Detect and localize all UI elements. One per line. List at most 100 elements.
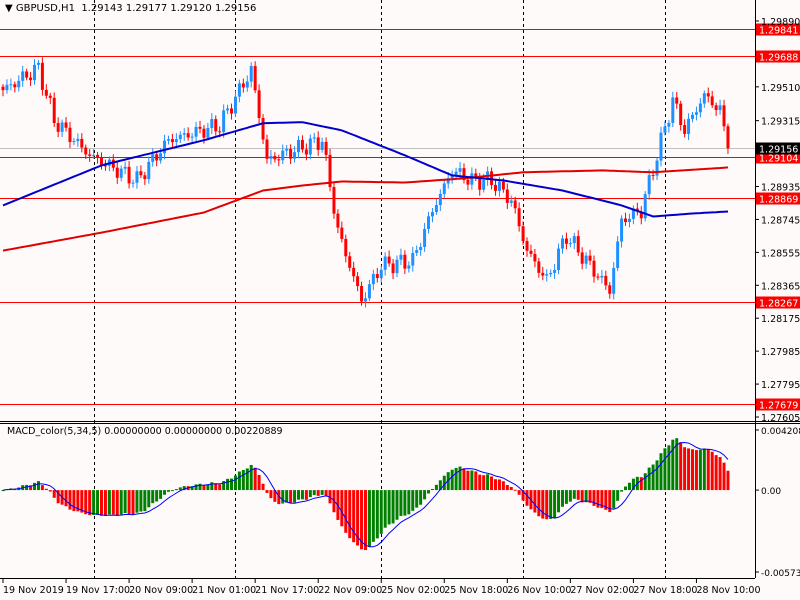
candle-bull [411, 252, 415, 266]
macd-histogram-bar [131, 490, 135, 516]
macd-histogram-bar [344, 490, 348, 533]
macd-histogram-bar [663, 448, 667, 491]
macd-histogram-bar [718, 457, 722, 491]
macd-histogram-bar [631, 478, 635, 491]
candle-bull [281, 150, 285, 161]
candle-bull [419, 246, 423, 251]
candle-bear [29, 77, 33, 81]
macd-label: MACD_color(5,34,5) [7, 426, 102, 437]
candle-bull [702, 93, 706, 104]
candle-bull [237, 83, 241, 97]
candle-bull [415, 250, 419, 253]
ohlc-high: 1.29177 [125, 3, 168, 14]
macd-histogram-bar [237, 471, 241, 491]
macd-histogram-bar [659, 453, 663, 491]
macd-histogram-bar [159, 490, 163, 499]
macd-value-1: 0.00000000 [104, 426, 162, 437]
level-price-label: 1.28869 [759, 195, 798, 206]
level-price-label: 1.28267 [759, 299, 798, 310]
candle-bull [423, 228, 427, 247]
candle-bear [403, 254, 407, 269]
candle-bull [647, 175, 651, 195]
macd-histogram-bar [245, 468, 249, 491]
macd-histogram-bar [178, 487, 182, 491]
macd-histogram-bar [462, 468, 466, 491]
macd-y-tick-label: -0.005735 [761, 569, 800, 579]
macd-histogram-bar [360, 490, 364, 550]
candle-bear [722, 105, 726, 127]
macd-histogram-bar [379, 490, 383, 534]
candle-bull [434, 205, 438, 213]
candle-bull [631, 208, 635, 219]
macd-histogram-bar [320, 490, 324, 495]
macd-histogram-bar [608, 490, 612, 513]
x-tick-label: 25 Nov 02:00 [381, 585, 445, 596]
macd-histogram-bar [687, 448, 691, 491]
macd-value-3: 0.00220889 [225, 426, 283, 437]
macd-histogram-bar [651, 464, 655, 491]
macd-histogram-bar [671, 439, 675, 491]
level-price-tag [756, 23, 800, 36]
candle-bull [620, 218, 624, 242]
macd-histogram-bar [722, 462, 726, 491]
x-tick-label: 28 Nov 10:00 [696, 585, 760, 596]
candle-bear [356, 276, 360, 287]
dropdown-triangle-icon[interactable]: ▼ [5, 3, 16, 14]
macd-histogram-bar [434, 484, 438, 491]
ma-slow-line [2, 166, 729, 252]
x-tick-label: 27 Nov 18:00 [633, 585, 697, 596]
macd-histogram-bar [297, 490, 300, 500]
candle-bull [663, 126, 667, 133]
macd-histogram-bar [560, 490, 564, 507]
candle-bear [324, 141, 328, 155]
macd-histogram-bar [107, 490, 111, 515]
macd-histogram-bar [202, 485, 206, 491]
candle-bull [687, 118, 691, 134]
y-tick-label: 1.27795 [761, 380, 800, 391]
candle-bear [604, 275, 608, 286]
macd-histogram-bar [312, 490, 316, 496]
candle-bull [427, 216, 431, 229]
macd-histogram-bar [304, 490, 308, 500]
candle-bull [206, 128, 210, 138]
macd-histogram-bar [352, 490, 356, 543]
macd-histogram-bar [584, 490, 588, 503]
macd-histogram-bar [675, 438, 679, 491]
macd-histogram-bar [127, 490, 131, 515]
macd-histogram-bar [241, 470, 245, 491]
candle-bull [371, 274, 375, 285]
candle-bear [253, 66, 257, 91]
macd-histogram-bar [96, 490, 100, 515]
candle-bear [596, 276, 600, 278]
macd-histogram-bar [206, 484, 210, 491]
macd-histogram-bar [407, 490, 411, 515]
macd-histogram-bar [371, 490, 375, 542]
candle-bear [44, 89, 48, 96]
candle-bear [387, 256, 391, 264]
candle-bear [517, 208, 521, 227]
macd-histogram-bar [553, 490, 557, 518]
macd-histogram-bar [726, 470, 730, 491]
candle-bull [226, 108, 230, 111]
x-tick-label: 19 Nov 2019 [3, 585, 64, 596]
candle-bear [64, 122, 68, 128]
level-price-tag [756, 398, 800, 411]
macd-histogram-bar [667, 445, 671, 491]
candle-bear [13, 84, 17, 88]
candle-bull [76, 138, 80, 142]
macd-histogram-bar [123, 490, 127, 514]
macd-histogram-bar [541, 490, 545, 519]
macd-histogram-bar [576, 490, 580, 500]
macd-histogram-bar [293, 490, 297, 503]
level-price-tag [756, 50, 800, 63]
candle-bull [694, 112, 698, 115]
candle-bear [513, 200, 517, 209]
candle-bull [612, 267, 616, 294]
macd-histogram-bar [438, 480, 442, 491]
candle-bear [592, 260, 596, 277]
macd-histogram-bar [387, 490, 391, 525]
candle-bear [588, 255, 592, 261]
candle-bull [667, 122, 671, 127]
candle-bear [714, 105, 718, 111]
